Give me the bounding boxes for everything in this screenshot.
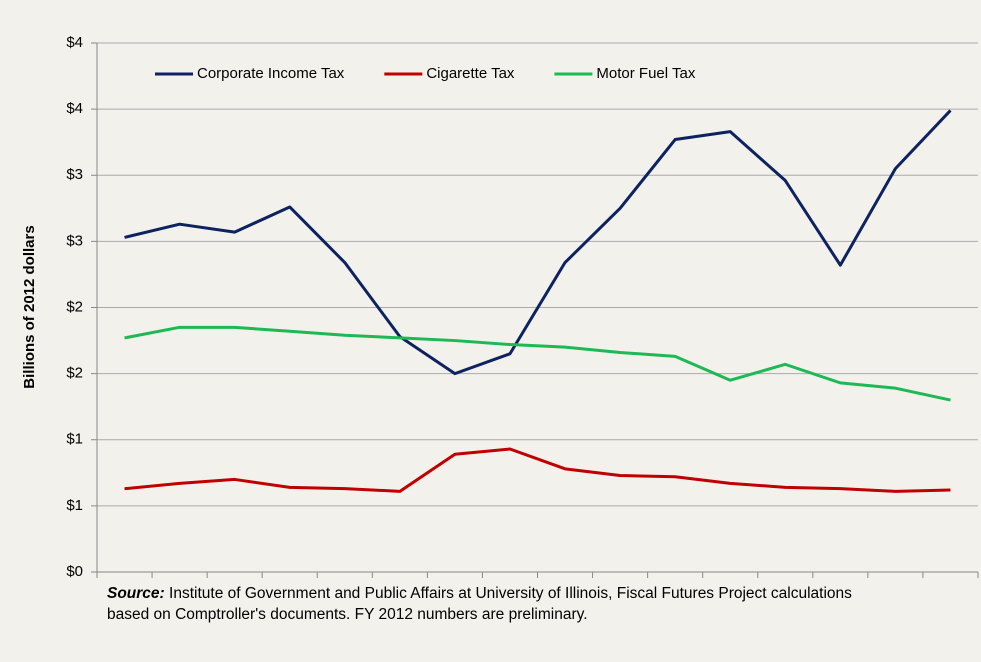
series-line: [124, 325, 951, 402]
legend-label: Corporate Income Tax: [197, 65, 345, 82]
y-tick-label: $2: [66, 365, 83, 382]
legend-label: Cigarette Tax: [426, 65, 515, 82]
y-tick-label: $4: [66, 100, 83, 117]
y-tick-label: $0: [66, 563, 83, 580]
y-tick-label: $4: [66, 34, 83, 51]
y-tick-label: $1: [66, 431, 83, 448]
source-text: Institute of Government and Public Affai…: [107, 585, 852, 623]
chart: Billions of 2012 dollars $0 $1 $1 $2 $2 $3 $3 $…: [21, 34, 979, 600]
source-note: Source: Institute of Government and Publ…: [107, 583, 877, 625]
source-label: Source:: [107, 585, 165, 602]
y-tick-label: $1: [66, 497, 83, 514]
y-tick-label: $3: [66, 166, 83, 183]
legend-label: Motor Fuel Tax: [596, 65, 695, 82]
y-tick-label: $3: [66, 232, 83, 249]
series-line: [124, 109, 952, 376]
series-line: [124, 447, 951, 493]
y-axis-label: Billions of 2012 dollars: [21, 225, 38, 388]
y-tick-label: $2: [66, 298, 83, 315]
